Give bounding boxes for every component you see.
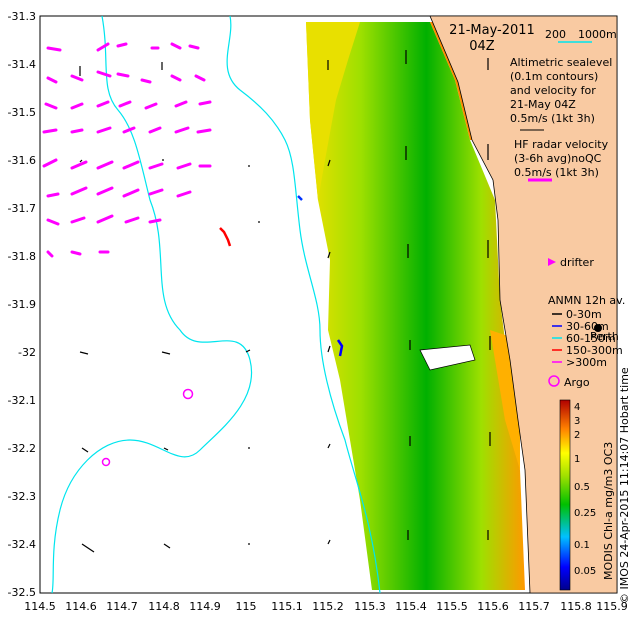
colorbar-tick: 0.05 xyxy=(574,566,596,577)
y-axis: -31.3 -31.4 -31.5 -31.6 -31.7 -31.8 -31.… xyxy=(8,10,36,599)
legend-text: >300m xyxy=(566,356,607,369)
x-axis: 114.5 114.6 114.7 114.8 114.9 115 115.1 … xyxy=(24,600,628,613)
y-tick-label: -32 xyxy=(18,346,36,359)
legend-text: and velocity for xyxy=(510,84,596,97)
legend-text: 0.5m/s (1kt 3h) xyxy=(510,112,595,125)
y-tick-label: -31.4 xyxy=(8,58,36,71)
y-tick-label: -31.3 xyxy=(8,10,36,23)
x-tick-label: 114.8 xyxy=(148,600,180,613)
x-tick-label: 115.5 xyxy=(436,600,468,613)
legend-text: 60-150m xyxy=(566,332,616,345)
legend-text: Altimetric sealevel xyxy=(510,56,612,69)
y-tick-label: -31.6 xyxy=(8,154,36,167)
perth-label: Perth xyxy=(590,330,619,343)
y-tick-label: -32.5 xyxy=(8,586,36,599)
x-tick-label: 115.2 xyxy=(312,600,344,613)
legend-text: 150-300m xyxy=(566,344,623,357)
x-tick-label: 115.1 xyxy=(271,600,303,613)
colorbar-ticks: 4 3 2 1 0.5 0.25 0.1 0.05 xyxy=(574,402,596,577)
y-tick-label: -31.5 xyxy=(8,106,36,119)
argo-label: Argo xyxy=(564,376,590,389)
altimetry-legend: Altimetric sealevel (0.1m contours) and … xyxy=(510,56,612,131)
drifter-icon xyxy=(548,258,556,266)
x-tick-label: 115 xyxy=(236,600,257,613)
colorbar-tick: 0.5 xyxy=(574,482,590,493)
x-tick-label: 115.9 xyxy=(596,600,628,613)
y-tick-label: -31.9 xyxy=(8,298,36,311)
colorbar-tick: 3 xyxy=(574,416,580,427)
y-tick-label: -32.1 xyxy=(8,394,36,407)
x-tick-label: 115.3 xyxy=(354,600,386,613)
y-tick-label: -32.2 xyxy=(8,442,36,455)
x-tick-label: 114.5 xyxy=(24,600,56,613)
legend-text: (0.1m contours) xyxy=(510,70,598,83)
legend-text: 0-30m xyxy=(566,308,602,321)
y-tick-label: -32.4 xyxy=(8,538,36,551)
argo-icon xyxy=(548,375,560,387)
x-tick-label: 114.6 xyxy=(65,600,97,613)
x-tick-label: 115.4 xyxy=(395,600,427,613)
colorbar-tick: 0.25 xyxy=(574,508,596,519)
drifter-label: drifter xyxy=(560,256,594,269)
perth-marker xyxy=(594,324,602,332)
time-label: 04Z xyxy=(469,39,495,54)
legend-text: 21-May 04Z xyxy=(510,98,576,111)
legend-title: ANMN 12h av. xyxy=(548,294,625,307)
colorbar-tick: 4 xyxy=(574,402,580,413)
drifter-tracks xyxy=(219,195,344,357)
current-vectors xyxy=(79,50,491,553)
radar-legend: HF radar velocity (3-6h avg)noQC 0.5m/s … xyxy=(514,138,609,182)
credit-label: © IMOS 24-Apr-2015 11:14:07 Hobart time xyxy=(618,367,631,604)
colorbar-title: MODIS Chl-a mg/m3 OC3 xyxy=(602,442,615,580)
colorbar-tick: 1 xyxy=(574,454,580,465)
x-tick-label: 115.7 xyxy=(518,600,550,613)
legend-text: 0.5m/s (1kt 3h) xyxy=(514,166,599,179)
isobath-label-1000: 1000m xyxy=(578,28,617,41)
y-tick-label: -32.3 xyxy=(8,490,36,503)
y-tick-label: -31.8 xyxy=(8,250,36,263)
colorbar-tick: 2 xyxy=(574,430,580,441)
isobath-label-200: 200 xyxy=(545,28,566,41)
date-label: 21-May-2011 xyxy=(449,23,535,38)
colorbar xyxy=(559,399,571,591)
altimetry-vectors xyxy=(42,42,212,258)
chlorophyll-swath xyxy=(306,22,525,590)
legend-text: (3-6h avg)noQC xyxy=(514,152,602,165)
x-tick-label: 115.8 xyxy=(560,600,592,613)
argo-float xyxy=(101,457,111,467)
argo-float xyxy=(182,388,194,400)
colorbar-tick: 0.1 xyxy=(574,540,590,551)
x-tick-label: 114.7 xyxy=(106,600,138,613)
x-tick-label: 114.9 xyxy=(189,600,221,613)
y-tick-label: -31.7 xyxy=(8,202,36,215)
legend-text: HF radar velocity xyxy=(514,138,609,151)
x-tick-label: 115.6 xyxy=(477,600,509,613)
